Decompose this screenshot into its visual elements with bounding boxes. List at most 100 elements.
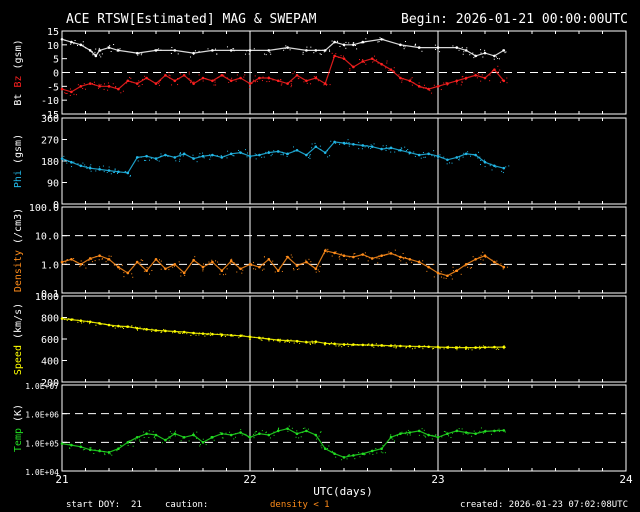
data-point — [464, 346, 468, 349]
data-point-sample — [323, 84, 325, 86]
data-point — [323, 342, 327, 345]
data-point-sample — [90, 447, 92, 449]
data-point-sample — [199, 153, 201, 155]
data-point-sample — [285, 255, 287, 257]
data-point-sample — [190, 79, 192, 81]
data-point-sample — [423, 84, 425, 86]
data-point — [220, 269, 224, 272]
data-point-sample — [399, 345, 401, 347]
data-point — [135, 326, 139, 330]
data-point-sample — [381, 344, 383, 346]
data-point-sample — [355, 45, 357, 47]
data-point-sample — [422, 152, 424, 154]
data-point-sample — [445, 431, 447, 433]
data-point-sample — [480, 427, 482, 429]
data-point-sample — [502, 172, 504, 174]
data-point-sample — [129, 175, 131, 177]
data-point-sample — [100, 50, 102, 52]
data-point-sample — [207, 332, 209, 334]
data-point-sample — [401, 81, 403, 83]
data-point-sample — [137, 54, 139, 56]
data-point-sample — [278, 268, 280, 270]
data-point-sample — [494, 430, 496, 432]
data-point-sample — [480, 263, 482, 265]
data-point-sample — [458, 49, 460, 51]
data-point — [370, 145, 374, 148]
data-point-sample — [98, 259, 100, 261]
data-point-sample — [224, 72, 226, 74]
data-point-sample — [190, 334, 192, 336]
data-point-sample — [202, 438, 204, 440]
data-point-sample — [159, 156, 161, 158]
data-point-sample — [210, 332, 212, 334]
data-point-sample — [63, 155, 65, 157]
data-point-sample — [398, 74, 400, 76]
data-point-sample — [421, 428, 423, 430]
data-point-sample — [97, 322, 99, 324]
data-point-sample — [193, 81, 195, 83]
data-point-sample — [345, 259, 347, 261]
data-point-sample — [420, 157, 422, 159]
x-tick-label: 24 — [619, 473, 633, 486]
data-point — [342, 456, 346, 459]
data-point-sample — [344, 143, 346, 145]
data-point-sample — [376, 59, 378, 61]
data-point-sample — [432, 348, 434, 350]
data-point-sample — [107, 82, 109, 84]
data-point-sample — [219, 332, 221, 334]
data-point-sample — [158, 160, 160, 162]
panel-mag: 15 10 5 0 -5 -10 -15 Bt Bz (gsm) — [13, 27, 627, 121]
data-point-sample — [349, 69, 351, 71]
data-point-sample — [364, 146, 366, 148]
data-point — [408, 431, 412, 434]
data-point-sample — [496, 56, 498, 58]
panels: 15 10 5 0 -5 -10 -15 Bt Bz (gsm) 360 270 180 90 0 Phi… — [13, 27, 627, 477]
data-point-sample — [307, 262, 309, 264]
data-point-sample — [481, 346, 483, 348]
data-point — [380, 62, 383, 66]
data-point-sample — [146, 266, 148, 268]
y-axis-label-part: Bz — [13, 76, 24, 88]
data-point-sample — [253, 268, 255, 270]
data-point-sample — [150, 157, 152, 159]
data-point-sample — [435, 434, 437, 436]
y-tick-label: 1.0E+07 — [25, 382, 59, 391]
data-point-sample — [291, 256, 293, 258]
data-point-sample — [70, 162, 72, 164]
data-point-sample — [202, 266, 204, 268]
data-point-sample — [103, 171, 105, 173]
data-point-sample — [220, 154, 222, 156]
data-point-sample — [392, 438, 394, 440]
data-point-sample — [279, 266, 281, 268]
data-point-sample — [130, 442, 132, 444]
data-point-sample — [471, 435, 473, 437]
data-point-sample — [249, 86, 251, 88]
data-point — [464, 263, 468, 266]
data-point-sample — [452, 266, 454, 268]
data-point-sample — [70, 43, 72, 45]
data-point-sample — [266, 81, 268, 83]
data-point — [173, 330, 177, 333]
data-point-sample — [271, 153, 273, 155]
data-point-sample — [504, 52, 506, 54]
data-point-sample — [437, 345, 439, 347]
data-point-sample — [443, 82, 445, 84]
data-point — [389, 68, 393, 72]
data-point-sample — [401, 148, 403, 150]
y-tick-label: 800 — [41, 314, 59, 325]
data-point — [135, 260, 139, 264]
data-point-sample — [139, 326, 141, 328]
data-point-sample — [370, 144, 372, 146]
data-point — [79, 319, 83, 323]
y-axis-label: Temp (K) — [13, 404, 24, 452]
data-point — [239, 267, 242, 271]
data-point-sample — [161, 331, 163, 333]
data-point-sample — [222, 74, 224, 76]
data-point — [248, 435, 252, 439]
data-point-sample — [160, 79, 162, 81]
data-point-sample — [268, 340, 270, 342]
data-point-sample — [126, 82, 128, 84]
data-point-sample — [335, 53, 337, 55]
data-point-sample — [476, 346, 478, 348]
data-point-sample — [458, 428, 460, 430]
